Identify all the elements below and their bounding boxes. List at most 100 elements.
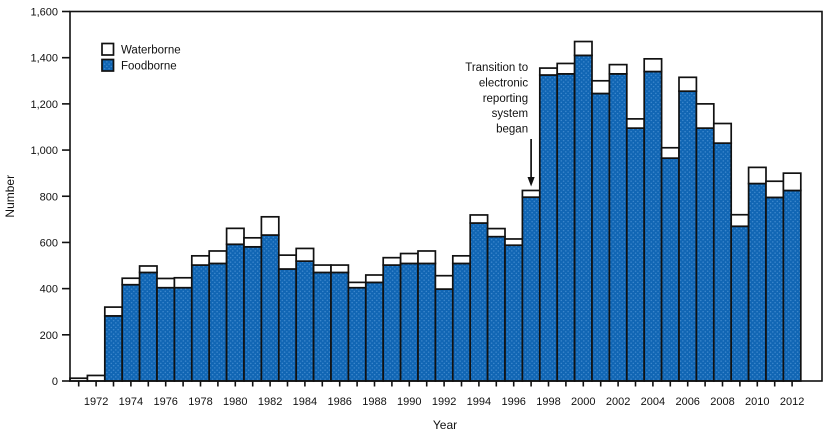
- legend: Waterborne Foodborne: [101, 42, 181, 73]
- y-tick-label: 1,600: [30, 7, 58, 19]
- bar-waterborne-1980: [225, 227, 245, 246]
- x-tick-label: 2000: [571, 396, 595, 408]
- legend-label-waterborne: Waterborne: [121, 45, 181, 57]
- bar-foodborne-2003: [625, 127, 646, 382]
- bar-waterborne-1991: [417, 250, 437, 265]
- bar-foodborne-2007: [695, 127, 715, 382]
- bar-waterborne-1986: [330, 264, 350, 274]
- bar-foodborne-1996: [504, 244, 524, 382]
- bar-waterborne-1987: [347, 281, 367, 289]
- bar-foodborne-1975: [138, 271, 158, 382]
- bar-waterborne-2004: [643, 57, 663, 73]
- x-tick-label: 1998: [536, 396, 560, 408]
- y-axis-title: Number: [3, 175, 17, 218]
- bar-foodborne-1984: [295, 260, 315, 382]
- y-tick-label: 0: [52, 376, 58, 388]
- x-tick-label: 1988: [362, 396, 386, 408]
- y-tick-label: 600: [40, 237, 58, 249]
- bar-foodborne-2008: [712, 142, 733, 382]
- x-tick-label: 1974: [119, 396, 143, 408]
- bar-waterborne-2010: [747, 166, 767, 185]
- bar-foodborne-2011: [765, 196, 785, 382]
- x-tick-label: 1994: [467, 396, 491, 408]
- bar-foodborne-2002: [608, 73, 628, 382]
- bar-foodborne-1994: [469, 222, 489, 382]
- bar-waterborne-1975: [138, 265, 158, 274]
- bar-foodborne-1999: [556, 73, 576, 382]
- bar-waterborne-2002: [608, 63, 628, 75]
- bar-waterborne-1974: [121, 277, 141, 286]
- x-axis-title: Year: [433, 418, 457, 432]
- x-tick-label: 1996: [501, 396, 525, 408]
- x-tick-label: 2004: [641, 396, 665, 408]
- x-tick-label: 1980: [223, 396, 247, 408]
- bar-foodborne-1974: [121, 283, 141, 382]
- bar-foodborne-2005: [660, 157, 680, 382]
- bar-waterborne-2005: [660, 146, 680, 159]
- bar-foodborne-2012: [782, 189, 802, 382]
- bar-waterborne-1999: [556, 62, 576, 75]
- bar-waterborne-2007: [695, 103, 715, 129]
- bar-waterborne-1994: [469, 214, 489, 224]
- bar-foodborne-1978: [190, 264, 211, 382]
- bar-waterborne-1985: [312, 264, 332, 274]
- bar-waterborne-2000: [573, 40, 593, 57]
- bar-waterborne-1984: [295, 247, 315, 262]
- bar-waterborne-1973: [103, 306, 124, 317]
- bar-foodborne-1981: [243, 245, 263, 382]
- annotation-arrow-head: [527, 177, 535, 187]
- bar-foodborne-1987: [347, 286, 367, 382]
- bar-waterborne-1977: [173, 276, 193, 289]
- bar-waterborne-1983: [277, 254, 298, 270]
- annotation-line: system: [492, 108, 528, 120]
- bar-foodborne-2000: [573, 54, 593, 382]
- bar-foodborne-1980: [225, 243, 245, 382]
- bar-waterborne-1993: [451, 254, 472, 265]
- x-tick-label: 1990: [397, 396, 421, 408]
- annotation-line: began: [496, 124, 528, 136]
- bar-waterborne-2006: [678, 76, 698, 93]
- bar-waterborne-1996: [504, 238, 524, 247]
- bar-foodborne-1995: [486, 235, 506, 382]
- bar-waterborne-1998: [538, 67, 559, 76]
- x-tick-label: 1976: [153, 396, 177, 408]
- bar-waterborne-2008: [712, 122, 733, 144]
- bar-waterborne-1989: [382, 256, 402, 266]
- x-tick-label: 2002: [606, 396, 630, 408]
- bar-waterborne-1972: [86, 374, 106, 382]
- bar-foodborne-1986: [330, 271, 350, 382]
- bar-foodborne-1976: [156, 286, 176, 382]
- bar-foodborne-1989: [382, 264, 402, 382]
- x-tick-label: 1972: [84, 396, 108, 408]
- bar-foodborne-2010: [747, 182, 767, 382]
- bars-group: [69, 40, 802, 382]
- bar-waterborne-2011: [765, 180, 785, 199]
- bar-waterborne-2003: [625, 118, 646, 129]
- x-axis: 1972 1974 1976 1978 1980 1982 1984 1986 1988 1990…: [77, 381, 804, 432]
- bar-waterborne-2001: [591, 79, 611, 95]
- bar-foodborne-1998: [538, 74, 559, 382]
- annotation-line: Transition to: [465, 62, 528, 74]
- x-tick-label: 1992: [432, 396, 456, 408]
- bar-foodborne-2009: [730, 225, 750, 382]
- bar-foodborne-1991: [417, 262, 437, 382]
- y-tick-label: 1,400: [30, 53, 58, 65]
- bar-foodborne-1988: [364, 281, 385, 382]
- bar-foodborne-1992: [434, 288, 454, 382]
- x-tick-label: 1982: [258, 396, 282, 408]
- bar-foodborne-1977: [173, 286, 193, 382]
- bar-waterborne-1978: [190, 254, 211, 266]
- y-tick-label: 400: [40, 284, 58, 296]
- x-tick-label: 2008: [710, 396, 734, 408]
- bar-foodborne-2004: [643, 70, 663, 382]
- bar-waterborne-1988: [364, 274, 385, 284]
- bar-foodborne-1993: [451, 262, 472, 382]
- x-tick-label: 1984: [293, 396, 317, 408]
- legend-swatch-waterborne: [101, 42, 115, 56]
- bar-waterborne-2012: [782, 172, 802, 192]
- y-tick-label: 1,000: [30, 145, 58, 157]
- y-tick-label: 200: [40, 330, 58, 342]
- bar-foodborne-1990: [399, 262, 419, 382]
